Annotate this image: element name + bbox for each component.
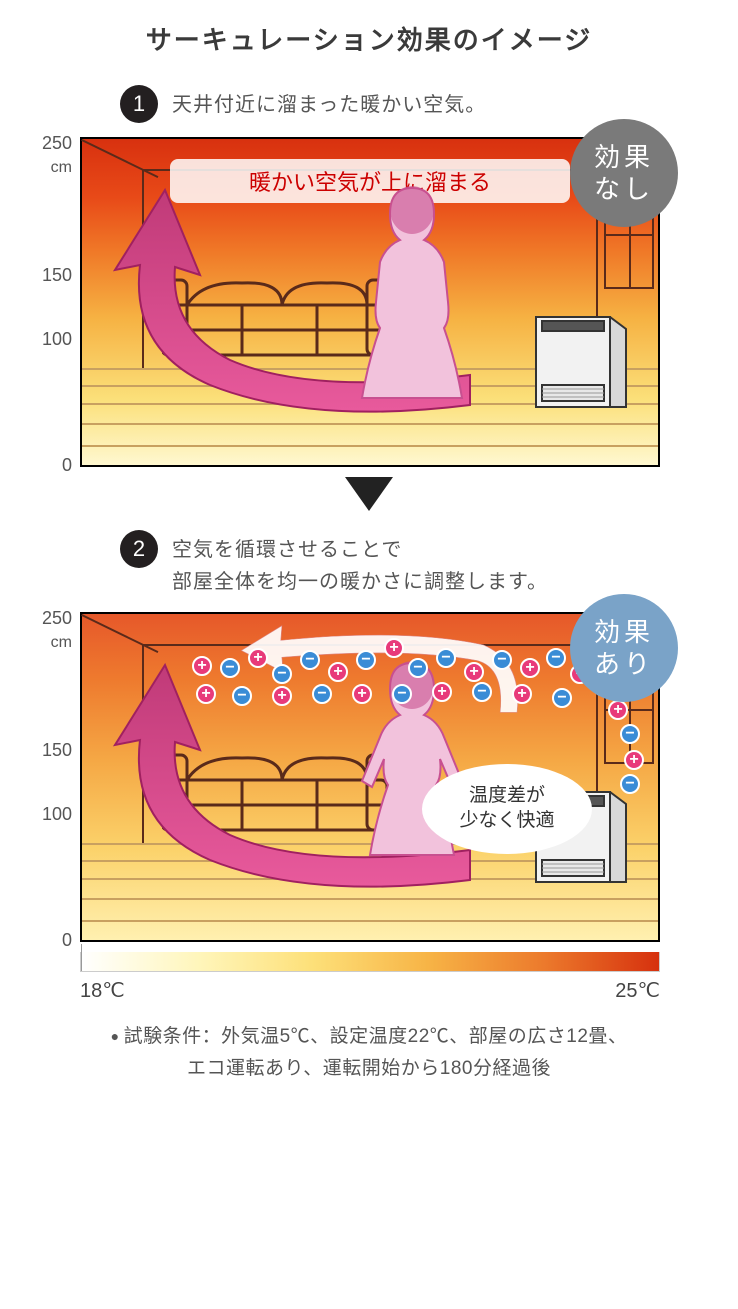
room-diagram-2: +−+−−+−+−−+−+−+−+−+−+−+−+−+−+−: [80, 612, 660, 942]
person-silhouette-icon: [342, 180, 482, 410]
y-tick-0: 0: [62, 455, 72, 476]
badge-line1: 効果: [594, 141, 654, 174]
comfort-bubble: 温度差が 少なく快適: [422, 764, 592, 854]
y-tick-150: 150: [42, 265, 72, 286]
effect-with-badge: 効果 あり: [570, 594, 678, 702]
badge-line2: なし: [594, 173, 654, 206]
temperature-color-scale: 18℃ 25℃: [80, 952, 738, 1003]
y-unit: cm: [51, 159, 72, 177]
badge2-line1: 効果: [594, 616, 654, 649]
room-diagram-1: 暖かい空気が上に溜まる: [80, 137, 660, 467]
panel-2-desc: 空気を循環させることで 部屋全体を均一の暖かさに調整します。: [172, 530, 548, 598]
down-arrow-icon: [0, 477, 738, 516]
bubble-line1: 温度差が: [469, 785, 545, 806]
scale-min-label: 18℃: [80, 978, 125, 1003]
panel-1-number: 1: [120, 85, 158, 123]
bubble-line2: 少なく快適: [459, 810, 554, 831]
panel-2-desc-line2: 部屋全体を均一の暖かさに調整します。: [172, 571, 548, 593]
panel-2: 2 空気を循環させることで 部屋全体を均一の暖かさに調整します。 250 cm …: [0, 530, 738, 942]
y-tick-100: 100: [42, 329, 72, 350]
test-conditions-footnote: ●試験条件：外気温5℃、設定温度22℃、部屋の広さ12畳、 エコ運転あり、運転開…: [0, 1021, 738, 1086]
footnote-line1: 試験条件：外気温5℃、設定温度22℃、部屋の広さ12畳、: [124, 1026, 628, 1047]
y-axis-2: 250 cm 150 100 0: [20, 612, 80, 942]
y-tick-250: 250: [42, 133, 72, 154]
panel-2-desc-line1: 空気を循環させることで: [172, 539, 402, 561]
scale-gradient-bar: [80, 952, 660, 972]
scale-max-label: 25℃: [615, 978, 660, 1003]
footnote-line2: エコ運転あり、運転開始から180分経過後: [187, 1058, 551, 1079]
badge2-line2: あり: [594, 648, 654, 681]
main-title: サーキュレーション効果のイメージ: [0, 20, 738, 57]
ion-particles: +−+−−+−+−−+−+−+−+−+−+−+−+−+−+−: [122, 628, 642, 798]
panel-1-desc: 天井付近に溜まった暖かい空気。: [172, 85, 486, 121]
panel-1: 1 天井付近に溜まった暖かい空気。 250 cm 150 100 0: [0, 85, 738, 467]
effect-none-badge: 効果 なし: [570, 119, 678, 227]
heater-icon: [518, 297, 638, 417]
y-axis-1: 250 cm 150 100 0: [20, 137, 80, 467]
panel-1-desc-line1: 天井付近に溜まった暖かい空気。: [172, 94, 486, 116]
panel-2-number: 2: [120, 530, 158, 568]
